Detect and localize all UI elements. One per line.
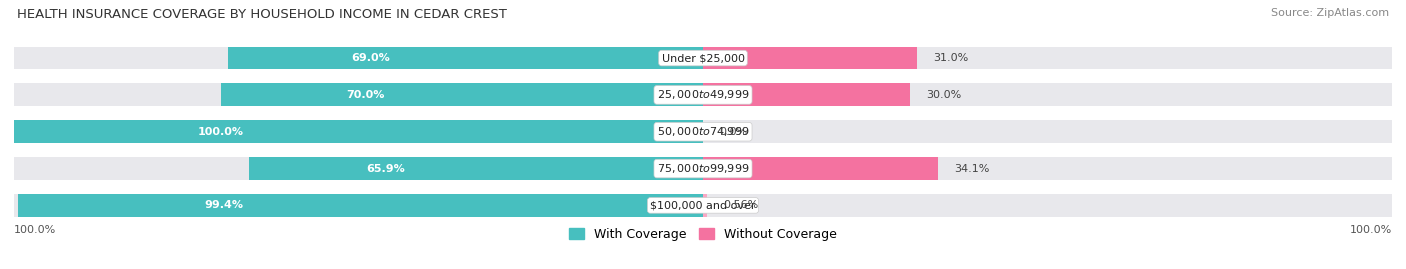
Bar [249,157,703,180]
Bar [14,120,1392,143]
Bar [14,157,1392,180]
Bar [221,83,703,106]
Bar [703,47,917,69]
Text: 100.0%: 100.0% [1350,225,1392,235]
Text: 100.0%: 100.0% [198,127,243,137]
Text: 65.9%: 65.9% [366,164,405,174]
Text: HEALTH INSURANCE COVERAGE BY HOUSEHOLD INCOME IN CEDAR CREST: HEALTH INSURANCE COVERAGE BY HOUSEHOLD I… [17,8,506,21]
Bar [14,83,1392,106]
Text: Under $25,000: Under $25,000 [661,53,745,63]
Text: $100,000 and over: $100,000 and over [650,200,756,210]
Text: Source: ZipAtlas.com: Source: ZipAtlas.com [1271,8,1389,18]
Text: 69.0%: 69.0% [352,53,389,63]
Bar [14,47,1392,69]
Bar [703,157,938,180]
Text: 34.1%: 34.1% [955,164,990,174]
Legend: With Coverage, Without Coverage: With Coverage, Without Coverage [569,228,837,241]
Text: $50,000 to $74,999: $50,000 to $74,999 [657,125,749,138]
Text: 100.0%: 100.0% [14,225,56,235]
Text: $25,000 to $49,999: $25,000 to $49,999 [657,89,749,101]
Bar [18,194,703,217]
Text: 99.4%: 99.4% [204,200,243,210]
Text: 70.0%: 70.0% [346,90,385,100]
Text: 0.56%: 0.56% [724,200,759,210]
Text: 0.0%: 0.0% [720,127,748,137]
Text: 30.0%: 30.0% [927,90,962,100]
Text: 31.0%: 31.0% [934,53,969,63]
Bar [14,120,703,143]
Bar [703,83,910,106]
Bar [703,194,707,217]
Bar [228,47,703,69]
Text: $75,000 to $99,999: $75,000 to $99,999 [657,162,749,175]
Bar [14,194,1392,217]
